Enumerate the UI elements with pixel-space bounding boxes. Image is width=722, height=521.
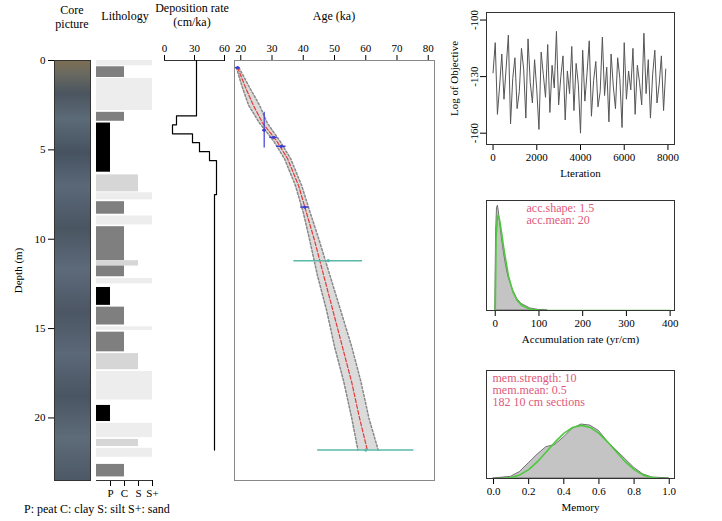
svg-text:Memory: Memory <box>562 501 600 513</box>
svg-text:0.0: 0.0 <box>487 485 501 497</box>
svg-text:0.2: 0.2 <box>522 485 536 497</box>
svg-text:10: 10 <box>35 233 47 245</box>
svg-text:mem.strength: 10mem.mean: 0.51: mem.strength: 10mem.mean: 0.5182 10 cm s… <box>493 371 586 409</box>
svg-text:5: 5 <box>40 143 46 155</box>
svg-text:0: 0 <box>162 42 168 54</box>
html-text:Core picture: Core picture <box>55 3 89 31</box>
svg-text:0.4: 0.4 <box>557 485 571 497</box>
svg-text:70: 70 <box>392 42 404 54</box>
svg-text:2000: 2000 <box>526 151 549 163</box>
html-text:P: peat C: clay S: silt S+: sa: P: peat C: clay S: silt S+: sand <box>24 502 170 516</box>
svg-text:-130: -130 <box>468 66 480 87</box>
svg-text:100: 100 <box>531 317 548 329</box>
svg-text:P: P <box>107 487 113 499</box>
svg-text:30: 30 <box>267 42 279 54</box>
svg-text:Lteration: Lteration <box>560 167 601 179</box>
svg-text:0.6: 0.6 <box>592 485 606 497</box>
svg-text:30: 30 <box>189 42 201 54</box>
svg-text:Log of Objective: Log of Objective <box>448 41 460 116</box>
svg-text:0: 0 <box>40 54 46 66</box>
svg-text:300: 300 <box>618 317 635 329</box>
svg-text:80: 80 <box>423 42 435 54</box>
svg-text:6000: 6000 <box>613 151 636 163</box>
svg-text:0: 0 <box>492 317 498 329</box>
svg-text:S: S <box>135 487 141 499</box>
svg-text:S+: S+ <box>146 487 158 499</box>
html-text:Deposition rate (cm/ka): Deposition rate (cm/ka) <box>155 1 229 29</box>
svg-text:0.8: 0.8 <box>627 485 641 497</box>
svg-text:20: 20 <box>35 411 47 423</box>
svg-text:60: 60 <box>219 42 231 54</box>
svg-text:400: 400 <box>662 317 679 329</box>
svg-text:60: 60 <box>360 42 372 54</box>
svg-text:-100: -100 <box>468 9 480 30</box>
svg-text:-160: -160 <box>468 123 480 144</box>
svg-text:40: 40 <box>298 42 310 54</box>
svg-text:200: 200 <box>574 317 591 329</box>
html-text:Age (ka): Age (ka) <box>312 9 356 23</box>
svg-text:C: C <box>121 487 128 499</box>
svg-text:acc.shape: 1.5acc.mean: 20: acc.shape: 1.5acc.mean: 20 <box>527 201 595 227</box>
svg-text:4000: 4000 <box>570 151 593 163</box>
svg-text:20: 20 <box>235 42 247 54</box>
svg-text:8000: 8000 <box>657 151 680 163</box>
html-text:Lithology: Lithology <box>101 9 149 23</box>
svg-text:0: 0 <box>490 151 496 163</box>
svg-text:Accumulation rate (yr/cm): Accumulation rate (yr/cm) <box>522 333 640 346</box>
svg-text:1.0: 1.0 <box>662 485 676 497</box>
svg-text:Depth (m): Depth (m) <box>12 247 25 293</box>
svg-text:50: 50 <box>329 42 341 54</box>
svg-text:15: 15 <box>35 322 47 334</box>
